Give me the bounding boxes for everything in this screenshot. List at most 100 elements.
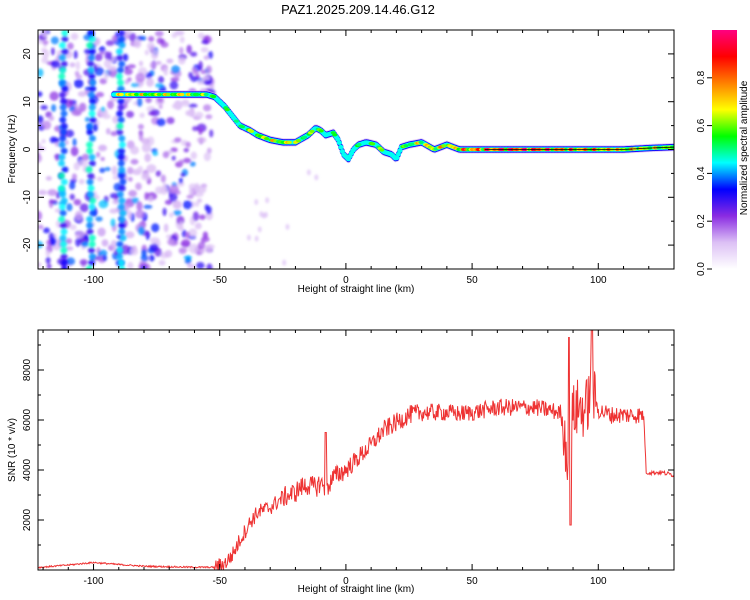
spectrogram-streak-blob xyxy=(87,60,95,68)
spectrogram-noise-blob xyxy=(146,42,155,51)
spectrogram-noise-blob xyxy=(158,260,166,266)
spectrogram-ridge-cell xyxy=(295,139,302,143)
spectrogram-noise-blob xyxy=(182,200,193,210)
spectrogram-noise-blob xyxy=(188,103,198,108)
spectrogram-noise-blob xyxy=(158,76,165,84)
spectrogram-noise-blob xyxy=(188,71,194,79)
spectrogram-noise-blob xyxy=(46,263,52,269)
spectrogram-noise-blob xyxy=(135,182,142,191)
spectrogram-noise-blob xyxy=(126,166,134,175)
spectrogram-noise-blob xyxy=(178,247,187,255)
spectrogram-noise-blob xyxy=(112,115,120,124)
spectrogram-ridge-centerline xyxy=(484,146,674,150)
spectrogram-ridge-cell xyxy=(397,148,403,153)
spectrogram-noise-blob xyxy=(163,223,169,233)
spectrogram-noise-blob xyxy=(196,261,205,269)
spectrogram-streak-blob xyxy=(117,104,125,111)
spectrogram-noise-blob xyxy=(42,120,52,130)
spectrogram-noise-blob xyxy=(41,47,47,53)
spectrogram-noise-blob xyxy=(180,172,186,177)
spectrogram-streak-blob xyxy=(118,197,126,204)
spectrogram-noise-blob xyxy=(136,97,143,107)
spectrogram-streak-blob xyxy=(86,228,94,235)
spectrogram-noise-blob xyxy=(128,176,133,182)
spectrogram-noise-blob xyxy=(179,36,185,43)
spectrogram-noise-blob xyxy=(193,184,201,193)
spectrogram-noise-blob xyxy=(137,226,145,236)
spectrogram-noise-blobs xyxy=(38,30,319,269)
snr-plot-area xyxy=(38,330,674,570)
spectrogram-noise-blob xyxy=(111,165,118,176)
spectrogram-noise-blob xyxy=(103,59,112,68)
spectrogram-noise-blob xyxy=(100,156,106,162)
spectrogram-streak-blob xyxy=(89,197,97,204)
spectrogram-noise-blob xyxy=(79,203,89,213)
spectrogram-noise-blob xyxy=(100,106,106,112)
spectrogram-noise-blob xyxy=(183,157,192,164)
spectrogram-noise-blob xyxy=(146,164,157,173)
spectrogram-noise-blob xyxy=(158,104,163,110)
spectrogram-noise-blob xyxy=(74,230,84,239)
spectrogram-ridge-cell xyxy=(179,92,185,97)
spectrogram-noise-blob xyxy=(50,47,55,56)
spectrogram-ridge-cell xyxy=(239,125,246,129)
spectrogram-ridge-cell xyxy=(309,129,315,133)
spectrogram-noise-blob xyxy=(139,112,145,118)
spectrogram-streak-blob xyxy=(58,141,66,148)
spectrogram-noise-blob xyxy=(125,199,132,204)
spectrogram-streak-blob xyxy=(119,209,127,217)
spectrogram-noise-blob xyxy=(165,234,172,239)
spectrogram-streak-blob xyxy=(119,178,127,186)
spectrogram-streak-blob xyxy=(118,135,126,142)
spectrogram-noise-blob xyxy=(141,137,150,145)
spectrogram-streak-blob xyxy=(116,253,124,260)
spectrogram-noise-blob xyxy=(51,104,57,112)
spectrogram-x-tick-label: -50 xyxy=(212,275,227,286)
snr-y-tick-label: 2000 xyxy=(22,508,33,531)
snr-y-axis-label: SNR (10 * v/v) xyxy=(7,418,18,482)
spectrogram-noise-blob xyxy=(177,181,185,187)
spectrogram-streak-blob xyxy=(59,135,67,142)
spectrogram-noise-blob xyxy=(198,214,206,220)
spectrogram-noise-blob xyxy=(45,176,52,181)
snr-y-ticks: 2000 4000 6000 8000 xyxy=(22,344,674,571)
spectrogram-streak-blob xyxy=(61,30,69,37)
spectrogram-noise-blob xyxy=(71,109,82,116)
spectrogram-noise-blob xyxy=(127,64,136,69)
spectrogram-streak-blob xyxy=(85,166,93,173)
spectrogram-noise-blob xyxy=(148,254,155,262)
spectrogram-streak-blob xyxy=(61,85,69,92)
spectrogram-streak-blob xyxy=(118,147,126,155)
spectrogram-streak-blob xyxy=(87,91,95,99)
spectrogram-noise-blob xyxy=(209,129,214,138)
figure-title: PAZ1.2025.209.14.46.G12 xyxy=(281,2,435,17)
spectrogram-streak-blob xyxy=(117,153,125,161)
spectrogram-noise-blob xyxy=(200,237,206,244)
spectrogram-streak-blob xyxy=(86,191,94,198)
spectrogram-streak-blob xyxy=(60,147,68,155)
spectrogram-streak-blob xyxy=(117,172,125,179)
spectrogram-noise-blob xyxy=(141,172,150,181)
spectrogram-streak-blob xyxy=(88,73,96,80)
spectrogram-noise-blob xyxy=(198,60,203,71)
spectrogram-noise-blob xyxy=(110,239,118,250)
spectrogram-noise-blob xyxy=(169,192,178,202)
spectrogram-y-tick-label: -10 xyxy=(22,190,33,205)
spectrogram-noise-blob xyxy=(178,57,186,65)
spectrogram-noise-blob xyxy=(185,231,190,239)
spectrogram-noise-blob xyxy=(125,231,135,239)
spectrogram-streak-blob xyxy=(118,216,126,223)
spectrogram-ridge-cell xyxy=(194,92,200,97)
spectrogram-noise-blob xyxy=(77,91,87,97)
spectrogram-streak-blob xyxy=(60,178,68,186)
spectrogram-noise-blob xyxy=(151,223,160,233)
spectrogram-noise-blob xyxy=(204,204,210,211)
spectrogram-streak-blob xyxy=(58,42,66,49)
spectrogram-streak-blob xyxy=(86,147,94,155)
spectrogram-noise-blob xyxy=(203,104,212,112)
spectrogram-noise-blob xyxy=(187,263,196,269)
spectrogram-noise-blob xyxy=(73,50,78,60)
spectrogram-streak-blob xyxy=(87,185,95,192)
spectrogram-noise-blob xyxy=(149,61,157,69)
spectrogram-noise-blob xyxy=(203,55,210,60)
